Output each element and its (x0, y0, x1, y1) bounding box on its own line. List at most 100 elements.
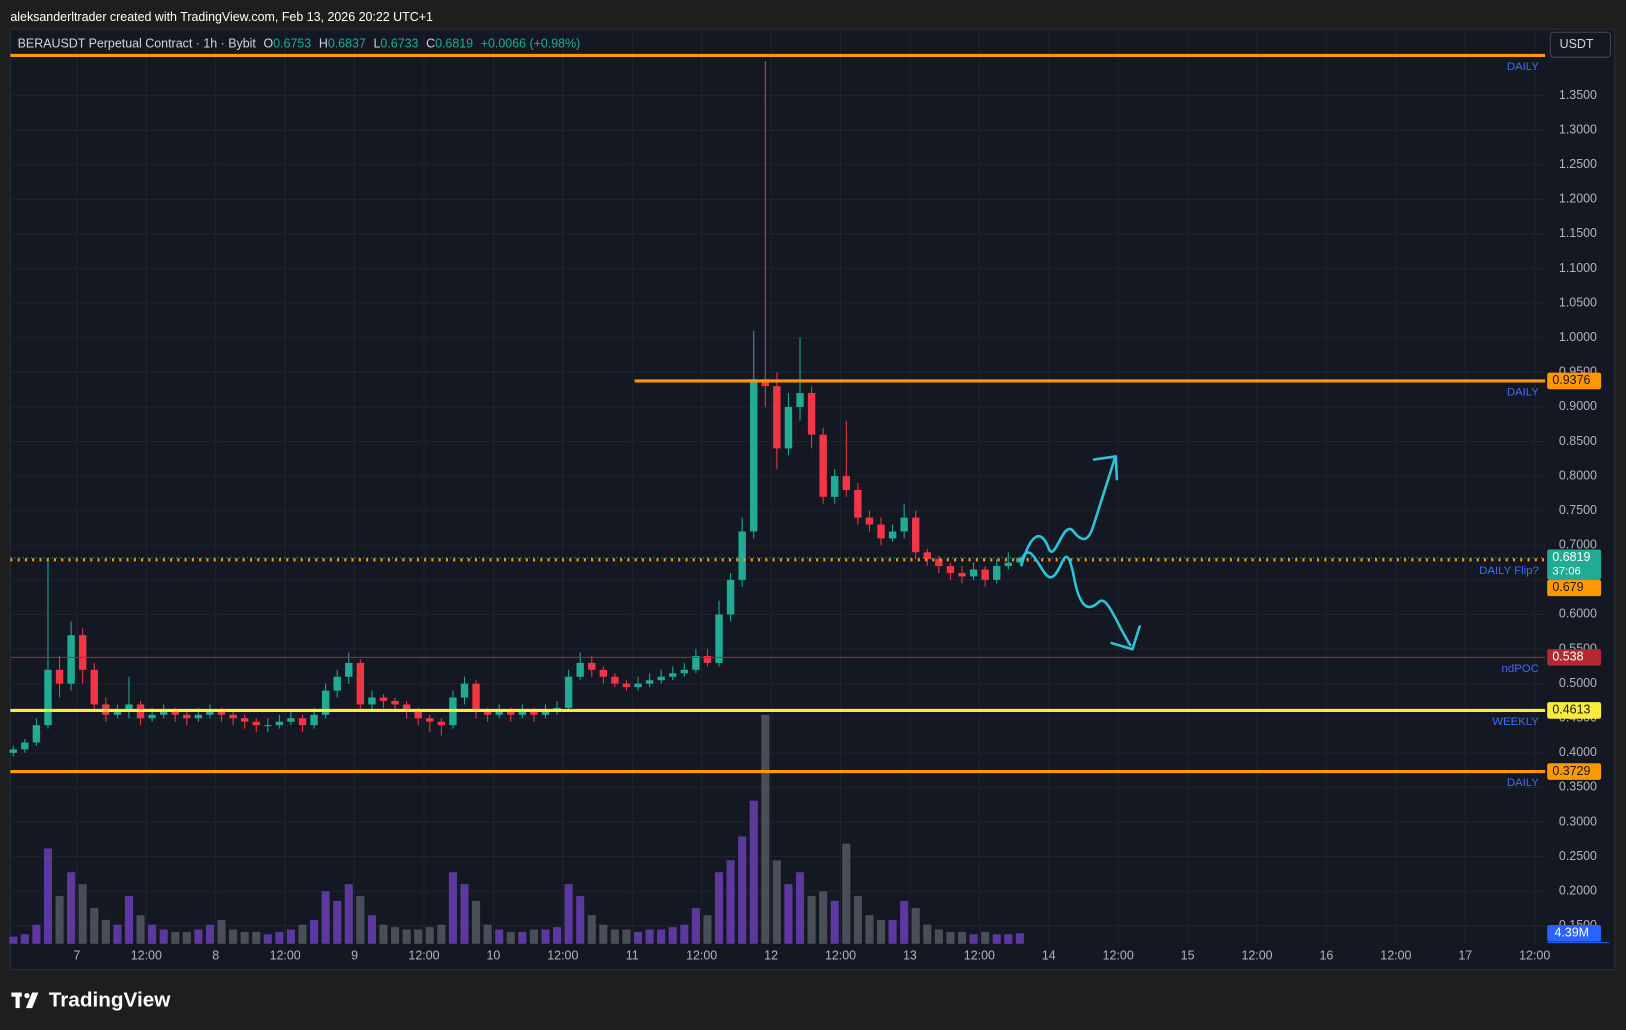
currency-button[interactable] (1549, 31, 1611, 58)
x-tick-label: 12:00 (825, 949, 856, 963)
volume-bar (20, 934, 29, 944)
volume-bar (205, 924, 214, 944)
volume-bar (738, 836, 747, 944)
candle-body (21, 742, 29, 750)
candle-body (414, 711, 422, 719)
volume-bar (842, 843, 851, 944)
candle-body (877, 524, 885, 539)
price-tag (1547, 763, 1602, 780)
ohlc-label: H (319, 37, 328, 51)
candle-body (588, 662, 596, 670)
candle-body (807, 393, 816, 435)
attribution: aleksanderltrader created with TradingVi… (10, 10, 433, 24)
volume-bar (321, 891, 330, 944)
candle-body (703, 655, 712, 663)
candle-body (159, 711, 168, 715)
volume-bar (495, 929, 504, 944)
volume-bar (552, 927, 562, 944)
candle-body (981, 569, 989, 580)
volume-bar (645, 929, 654, 944)
candle-body (472, 683, 480, 712)
candle-body (310, 714, 318, 726)
volume-bar (171, 931, 180, 944)
candle-body (692, 655, 700, 670)
volume-bar (934, 929, 943, 944)
candle-body (715, 614, 723, 663)
volume-bar (78, 884, 87, 944)
volume-bar (136, 915, 145, 944)
volume-bar (876, 919, 886, 944)
ohlc-value: 0.6753 (273, 37, 311, 51)
price-tag-label: 0.4613 (1552, 703, 1590, 717)
candle-body (333, 676, 341, 691)
candle-body (750, 379, 758, 532)
volume-bar (622, 929, 631, 944)
volume-bar (67, 872, 76, 944)
x-tick-label: 12:00 (408, 949, 439, 963)
y-tick-label: 0.2500 (1559, 849, 1597, 863)
y-tick-label: 0.6000 (1559, 607, 1597, 621)
x-tick-label: 12:00 (270, 949, 301, 963)
candle-body (183, 714, 191, 719)
candle-body (993, 566, 1001, 580)
level-label: ndPOC (1502, 663, 1539, 675)
x-tick-label: 12:00 (1519, 949, 1550, 963)
candles (9, 60, 1024, 757)
volume-bar (587, 915, 596, 944)
volume-bar (9, 936, 18, 944)
volume-bar (564, 884, 573, 944)
candle-body (460, 683, 469, 698)
candle-body (287, 718, 295, 722)
y-tick-label: 0.3500 (1559, 780, 1597, 794)
volume-bar (55, 896, 64, 944)
candle-body (865, 517, 874, 525)
volume-bar (749, 800, 758, 944)
x-tick-label: 12:00 (547, 949, 578, 963)
volume-bar (101, 919, 110, 944)
x-tick-label: 11 (626, 949, 639, 963)
ohlc-label: C (426, 37, 435, 51)
volume-bar (367, 915, 376, 944)
candle-body (217, 711, 226, 715)
volume-bar (414, 929, 423, 944)
candle-body (958, 572, 966, 577)
volume-bar (275, 931, 284, 944)
level-label: DAILY (1507, 61, 1539, 73)
volume-bar (911, 908, 920, 944)
volume-bar (402, 929, 411, 944)
logo-shape (24, 993, 30, 999)
price-tag-label: 0.9376 (1552, 373, 1590, 387)
volume-bar (32, 924, 41, 944)
candle-body (67, 635, 75, 684)
candle-body (796, 393, 804, 407)
candle-body (240, 718, 249, 722)
volume-bar (819, 891, 828, 944)
candle-body (669, 673, 677, 677)
y-tick-label: 0.7500 (1559, 503, 1597, 517)
volume-bar (356, 896, 365, 944)
volume-bar (923, 924, 932, 944)
logo-shape (25, 992, 39, 1009)
volume-bar (483, 924, 492, 944)
candle-body (854, 489, 862, 518)
candle-body (44, 669, 52, 726)
volume-bar (680, 924, 689, 944)
candle-body (78, 635, 87, 670)
y-tick-label: 0.7000 (1559, 538, 1597, 552)
volume-bar (703, 915, 712, 944)
price-tag-label: 0.3729 (1552, 764, 1590, 778)
chart-area (9, 28, 1616, 971)
volume-bar (518, 931, 527, 944)
x-tick-label: 9 (351, 949, 358, 963)
volume-bar (795, 872, 805, 944)
candle-body (426, 718, 434, 722)
volume-bar (229, 929, 238, 944)
volume-bar (148, 924, 157, 944)
volume-bar (159, 929, 168, 944)
candle-body (773, 386, 781, 449)
candle-body (912, 517, 920, 553)
candle-body (784, 406, 793, 449)
candle-body (576, 662, 584, 677)
volume-bar (113, 924, 122, 944)
